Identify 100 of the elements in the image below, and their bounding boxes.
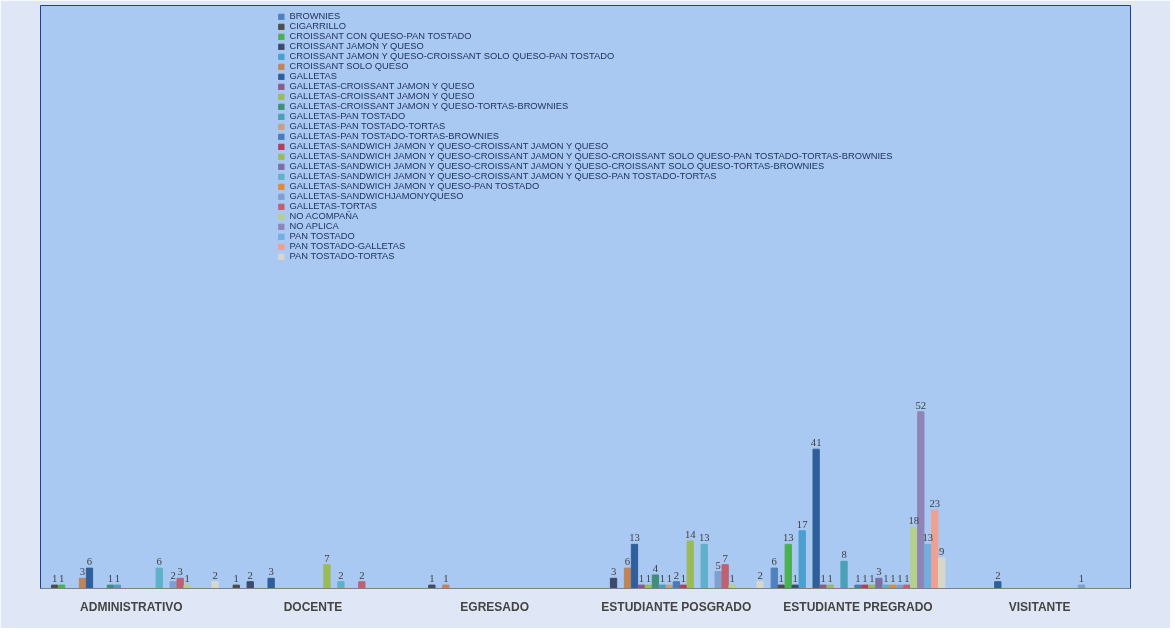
bar [826,584,834,589]
legend-label: NO APLICA [289,221,339,231]
bar [232,584,240,589]
data-label: 1 [904,573,910,585]
legend-label: PAN TOSTADO-TORTAS [289,251,395,261]
bar [50,584,59,589]
bar [938,557,946,589]
data-label: 1 [827,573,833,585]
legend-label: GALLETAS-PAN TOSTADO-TORTAS [289,121,446,131]
bar [840,560,848,589]
x-tick-label: ADMINISTRATIVO [80,599,183,614]
bar [854,584,862,589]
data-label: 1 [883,573,889,585]
legend-label: BROWNIES [289,11,341,21]
bar [106,584,115,589]
bar [85,567,94,589]
data-label: 1 [792,573,798,585]
bar [176,577,184,589]
data-label: 1 [855,573,861,585]
bar [777,584,785,589]
data-label: 1 [778,573,784,585]
data-label: 1 [638,573,645,585]
data-label: 3 [876,566,882,578]
bar [728,584,736,589]
data-label: 1 [680,573,686,585]
bar [896,584,904,589]
data-label: 2 [757,569,763,581]
bar [819,584,827,589]
data-label: 2 [673,569,679,581]
bar [623,567,632,589]
legend-label: GALLETAS-TORTAS [289,201,377,211]
data-label: 1 [659,573,666,585]
data-label: 1 [890,573,896,585]
legend-label: CROISSANT JAMON Y QUESO [289,41,424,51]
data-label: 1 [107,573,114,585]
bar [868,584,876,589]
data-label: 2 [212,569,218,581]
data-label: 18 [908,515,920,527]
data-label: 13 [629,532,640,544]
legend-label: GALLETAS-SANDWICHJAMONYQUESO [289,191,464,201]
bar [246,581,254,589]
bar [155,567,163,589]
data-label: 23 [929,498,941,510]
bar [651,574,660,589]
bar [211,581,219,589]
data-label: 3 [177,566,183,578]
legend-label: GALLETAS-CROISSANT JAMON Y QUESO-TORTAS-BROWNIES [289,101,569,111]
legend-label: GALLETAS-SANDWICH JAMON Y QUESO-CROISSANT JAMON Y QUESO-CROISSANT SOLO QUESO-TORTAS-BROWNIES [289,161,825,171]
data-label: 17 [796,518,809,530]
data-label: 7 [324,552,331,564]
legend-label: GALLETAS-PAN TOSTADO [289,111,406,121]
data-label: 1 [666,573,673,585]
legend-label: CROISSANT JAMON Y QUESO-CROISSANT SOLO QUESO-PAN TOSTADO [289,51,615,61]
legend-label: GALLETAS-SANDWICH JAMON Y QUESO-PAN TOSTADO [289,181,540,191]
bar [358,581,366,589]
bar [630,543,639,589]
bar [714,571,722,589]
data-label: 13 [922,532,934,544]
data-label: 6 [771,556,778,568]
data-label: 2 [170,569,176,581]
bar [672,581,680,589]
data-label: 6 [86,556,93,568]
data-label: 1 [429,573,435,585]
bar [267,577,275,589]
data-label: 1 [114,573,121,585]
data-label: 2 [247,569,253,581]
data-label: 1 [869,573,875,585]
bar [756,581,764,589]
data-label: 13 [782,532,794,544]
bar [798,530,806,589]
bar [875,577,883,589]
data-label: 6 [156,556,163,568]
data-label: 9 [939,545,945,557]
bar [428,584,436,589]
data-label: 1 [820,573,826,585]
x-tick-label: EGRESADO [460,599,530,614]
bar [637,584,646,589]
bar [721,564,729,589]
data-label: 1 [184,573,190,585]
data-label: 1 [729,573,735,585]
data-label: 2 [359,569,365,581]
legend-label: CROISSANT CON QUESO-PAN TOSTADO [289,31,472,41]
legend-label: GALLETAS-SANDWICH JAMON Y QUESO-CROISSANT JAMON Y QUESO-CROISSANT SOLO QUESO-PAN TOSTADO-TORTAS-BROWNIES [289,151,893,161]
data-label: 2 [995,569,1001,581]
legend-label: GALLETAS-SANDWICH JAMON Y QUESO-CROISSANT JAMON Y QUESO [289,141,609,151]
data-label: 1 [1078,573,1085,585]
bar [686,540,694,589]
data-label: 8 [841,549,847,561]
data-label: 1 [645,573,652,585]
data-label: 1 [233,573,239,585]
data-label: 52 [915,399,927,411]
x-tick-label: DOCENTE [283,599,343,614]
bar [78,577,87,589]
bar [931,509,939,589]
legend-label: GALLETAS [289,71,338,81]
bar [113,584,122,589]
bar [784,543,792,589]
data-label: 2 [338,569,344,581]
x-tick-label: ESTUDIANTE PREGRADO [783,599,933,614]
x-tick-label: VISITANTE [1008,599,1071,614]
